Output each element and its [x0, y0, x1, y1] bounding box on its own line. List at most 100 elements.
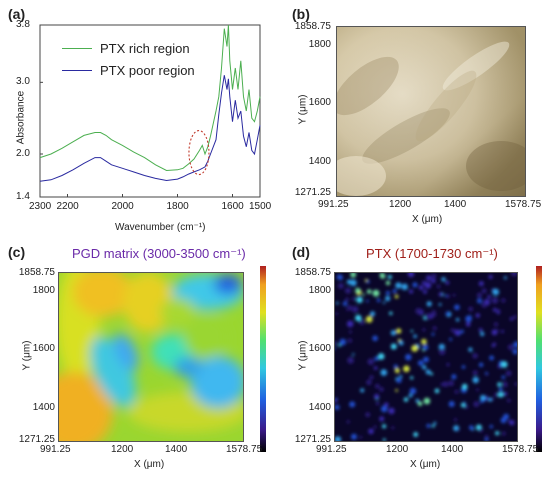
ptx-spot	[389, 311, 393, 315]
ptx-spot	[351, 306, 359, 313]
ptx-spot	[338, 343, 341, 347]
ptx-spot	[409, 387, 417, 395]
ptx-spot	[424, 313, 432, 320]
ptx-spot	[390, 330, 397, 336]
ptx-spot	[360, 388, 365, 393]
ptx-spot	[441, 277, 446, 282]
ptx-spot	[430, 372, 433, 376]
ptx-spot	[405, 354, 412, 361]
ptx-spot	[485, 371, 488, 375]
plot-frame	[39, 24, 261, 198]
legend-swatch-rich	[62, 47, 92, 49]
ptx-spot	[366, 280, 370, 284]
ptx-spot	[408, 393, 413, 398]
d-ytick: 1800	[308, 285, 331, 296]
ptx-spot	[398, 340, 404, 346]
ptx-spot	[373, 366, 378, 370]
ptx-spot	[377, 353, 385, 360]
ptx-spot	[423, 356, 429, 363]
d-ytick: 1858.75	[294, 267, 331, 278]
ptx-spot	[418, 285, 424, 291]
b-ytick: 1400	[308, 156, 331, 167]
b-ytick: 1600	[308, 97, 331, 108]
ptx-spot	[434, 388, 440, 394]
ptx-spot	[501, 431, 506, 436]
ptx-spot	[372, 289, 380, 297]
ptx-spot	[335, 397, 338, 401]
b-xtick: 1200	[389, 199, 412, 210]
y-tick-label: 1.4	[16, 191, 30, 202]
ptx-spot	[352, 353, 355, 356]
c-ylabel: Y (μm)	[21, 340, 33, 371]
c-colorbar	[260, 266, 266, 452]
ptx-spot	[484, 434, 489, 439]
ptx-spot	[349, 401, 356, 408]
ptx-spot	[497, 382, 502, 387]
ptx-spot	[460, 402, 466, 408]
ptx-spot	[513, 315, 517, 319]
series-line-rich	[39, 24, 261, 172]
ptx-spot	[444, 294, 447, 297]
ptx-spot	[448, 401, 455, 407]
ptx-spot	[491, 297, 499, 304]
ptx-spot	[455, 318, 460, 322]
ptx-spot	[338, 276, 343, 280]
c-xtick: 1400	[165, 444, 188, 455]
ptx-spot	[442, 381, 449, 387]
ptx-spot	[379, 272, 385, 278]
ptx-spot	[374, 356, 379, 361]
ptx-spot	[454, 304, 460, 311]
ptx-spot	[392, 289, 397, 294]
ptx-spot	[337, 282, 344, 289]
x-tick-label: 1600	[221, 201, 244, 212]
ptx-spot	[449, 337, 453, 341]
ptx-spot	[457, 428, 460, 432]
d-xtick: 991.25	[316, 444, 347, 455]
ptx-spot	[415, 308, 422, 315]
d-xtick: 1200	[386, 444, 409, 455]
ptx-spot	[347, 305, 353, 311]
legend-item-rich: PTX rich region	[62, 38, 195, 58]
ptx-spot	[379, 387, 384, 392]
b-ytick: 1271.25	[294, 187, 331, 198]
legend-label-rich: PTX rich region	[100, 40, 190, 56]
ptx-spot	[342, 301, 348, 306]
ptx-spot	[410, 376, 414, 380]
ptx-spot	[376, 298, 381, 303]
ptx-spot	[477, 298, 482, 304]
ptx-spot	[345, 308, 349, 311]
ptx-spot	[351, 433, 357, 440]
b-ytick: 1800	[308, 39, 331, 50]
b-ytick: 1858.75	[294, 21, 331, 32]
ptx-spot	[512, 348, 518, 355]
legend-swatch-poor	[62, 69, 92, 71]
ptx-spot	[417, 401, 423, 406]
ptx-spot	[368, 428, 374, 435]
ptx-spot	[366, 299, 369, 303]
ptx-spot	[451, 374, 457, 380]
ptx-spot	[465, 321, 471, 327]
ptx-spot	[388, 407, 395, 415]
ptx-spot	[479, 428, 483, 433]
d-xtick: 1578.75	[502, 444, 539, 455]
ptx-spot	[394, 294, 399, 299]
ptx-spot	[501, 330, 504, 333]
ptx-spot	[350, 272, 357, 278]
ptx-spot	[375, 383, 380, 389]
ptx-spot	[347, 338, 352, 343]
ptx-spot	[413, 334, 417, 339]
ptx-spot	[366, 379, 372, 385]
ptx-spot	[454, 389, 459, 394]
ptx-spot	[440, 383, 444, 386]
ptx-spot	[347, 356, 354, 364]
ptx-spot	[475, 313, 480, 318]
ptx-spot	[503, 391, 508, 396]
y-tick-label: 3.8	[16, 19, 30, 30]
ptx-spot	[488, 397, 492, 402]
ptx-spot	[410, 329, 414, 333]
ptx-spot	[346, 279, 352, 285]
ptx-spot	[468, 347, 473, 352]
ptx-spot	[453, 418, 458, 422]
c-ytick: 1858.75	[18, 267, 55, 278]
ptx-spot	[385, 290, 390, 296]
